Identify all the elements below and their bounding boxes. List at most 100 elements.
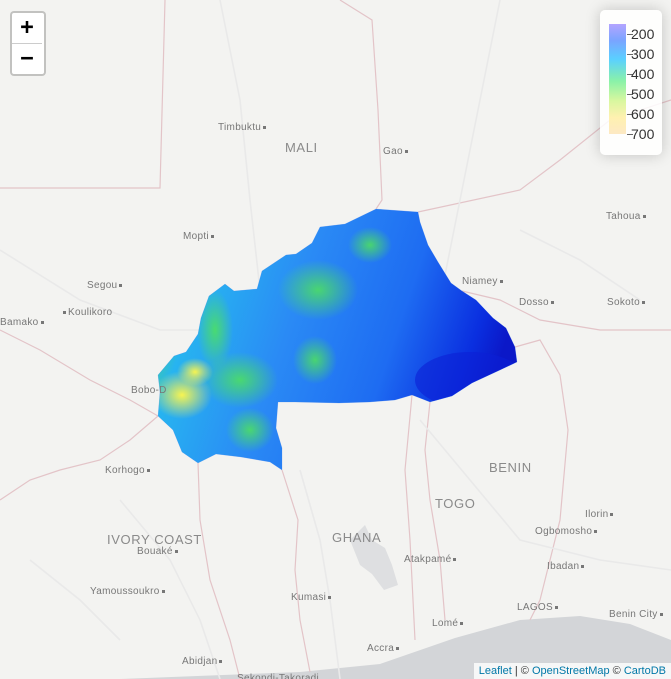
- city-name: Sekondi-Takoradi: [237, 673, 320, 679]
- city-label-ogbomosho: Ogbomosho: [535, 526, 599, 537]
- country-label-ivory-coast: IVORY COAST: [107, 532, 202, 547]
- city-name: Tahoua: [606, 211, 641, 222]
- city-label-benin-city: Benin City: [609, 609, 665, 620]
- legend-tick: [627, 54, 633, 55]
- city-label-tahoua: Tahoua: [606, 211, 648, 222]
- legend-tick: [627, 134, 633, 135]
- city-label-abidjan: Abidjan: [182, 656, 224, 667]
- zoom-in-button[interactable]: +: [12, 13, 42, 44]
- city-name: Segou: [87, 280, 118, 291]
- city-dot-icon: [404, 149, 408, 153]
- legend-label: 200: [631, 26, 655, 42]
- city-name: Atakpamé: [404, 554, 452, 565]
- city-name: Bamako: [0, 317, 39, 328]
- city-dot-icon: [550, 300, 554, 304]
- city-name: Sokoto: [607, 297, 640, 308]
- city-dot-icon: [146, 468, 150, 472]
- city-dot-icon: [40, 320, 44, 324]
- city-label-niamey: Niamey: [462, 276, 505, 287]
- city-dot-icon: [460, 621, 464, 625]
- city-dot-icon: [659, 612, 663, 616]
- city-label-ibadan: Ibadan: [547, 561, 586, 572]
- legend-label: 300: [631, 46, 655, 62]
- city-dot-icon: [610, 512, 614, 516]
- city-dot-icon: [119, 283, 123, 287]
- city-name: Lomé: [432, 618, 459, 629]
- city-name: Ilorin: [585, 509, 609, 520]
- country-label-benin: BENIN: [489, 460, 532, 475]
- city-label-sekondi-takoradi: Sekondi-Takoradi: [237, 673, 319, 679]
- legend-label: 400: [631, 66, 655, 82]
- legend-label: 700: [631, 126, 655, 142]
- legend-tick: [627, 114, 633, 115]
- legend-tick: [627, 94, 633, 95]
- legend-color-bar: [609, 24, 626, 134]
- city-dot-icon: [63, 310, 66, 314]
- city-dot-icon: [161, 589, 165, 593]
- city-dot-icon: [210, 234, 214, 238]
- city-label-yamoussoukro: Yamoussoukro: [90, 586, 167, 597]
- city-dot-icon: [554, 605, 558, 609]
- city-name: Benin City: [609, 609, 658, 620]
- city-dot-icon: [263, 125, 267, 129]
- city-name: Koulikoro: [68, 307, 113, 318]
- cartodb-link[interactable]: CartoDB: [623, 665, 666, 677]
- city-name: Gao: [383, 146, 403, 157]
- city-label-dosso: Dosso: [519, 297, 556, 308]
- city-label-atakpame: Atakpamé: [404, 554, 458, 565]
- city-label-ilorin: Ilorin: [585, 509, 615, 520]
- legend-tick: [627, 74, 633, 75]
- openstreetmap-link[interactable]: OpenStreetMap: [531, 665, 610, 677]
- city-name: Ibadan: [547, 561, 580, 572]
- zoom-control: + −: [10, 11, 46, 76]
- city-name: LAGOS: [517, 602, 553, 613]
- city-name: Ogbomosho: [535, 526, 593, 537]
- city-dot-icon: [581, 564, 585, 568]
- city-dot-icon: [642, 214, 646, 218]
- city-label-koulikoro: Koulikoro: [61, 307, 112, 318]
- country-label-mali: MALI: [285, 140, 318, 155]
- city-name: Korhogo: [105, 465, 145, 476]
- city-name: Accra: [367, 643, 395, 654]
- city-label-sokoto: Sokoto: [607, 297, 647, 308]
- city-label-korhogo: Korhogo: [105, 465, 152, 476]
- city-dot-icon: [174, 549, 178, 553]
- city-label-timbuktu: Timbuktu: [218, 122, 268, 133]
- city-name: Timbuktu: [218, 122, 262, 133]
- legend-label: 500: [631, 86, 655, 102]
- city-label-bamako: Bamako: [0, 317, 46, 328]
- city-label-lagos: LAGOS: [517, 602, 560, 613]
- city-label-bouake: Bouaké: [137, 546, 180, 557]
- city-label-accra: Accra: [367, 643, 401, 654]
- zoom-out-button[interactable]: −: [20, 46, 34, 71]
- country-label-ghana: GHANA: [332, 530, 382, 545]
- city-label-kumasi: Kumasi: [291, 592, 333, 603]
- city-name: Kumasi: [291, 592, 327, 603]
- city-dot-icon: [499, 279, 503, 283]
- city-name: Yamoussoukro: [90, 586, 160, 597]
- city-name: Bobo-D: [131, 385, 167, 396]
- city-dot-icon: [641, 300, 645, 304]
- city-dot-icon: [328, 595, 332, 599]
- city-name: Abidjan: [182, 656, 218, 667]
- country-label-togo: TOGO: [435, 496, 476, 511]
- attribution: Leaflet | © OpenStreetMap © CartoDB: [473, 663, 671, 679]
- city-dot-icon: [594, 529, 598, 533]
- city-label-lome: Lomé: [432, 618, 465, 629]
- city-name: Niamey: [462, 276, 498, 287]
- city-dot-icon: [453, 557, 457, 561]
- city-label-bobo-dioulasso: Bobo-D: [131, 385, 167, 396]
- attribution-separator: ©: [609, 665, 624, 677]
- city-dot-icon: [219, 659, 223, 663]
- city-dot-icon: [396, 646, 400, 650]
- city-label-mopti: Mopti: [183, 231, 216, 242]
- city-name: Bouaké: [137, 546, 173, 557]
- leaflet-link[interactable]: Leaflet: [478, 665, 512, 677]
- city-label-gao: Gao: [383, 146, 410, 157]
- city-name: Dosso: [519, 297, 549, 308]
- legend-label: 600: [631, 106, 655, 122]
- attribution-separator: | ©: [511, 665, 532, 677]
- legend: 200 300 400 500 600 700: [600, 10, 662, 155]
